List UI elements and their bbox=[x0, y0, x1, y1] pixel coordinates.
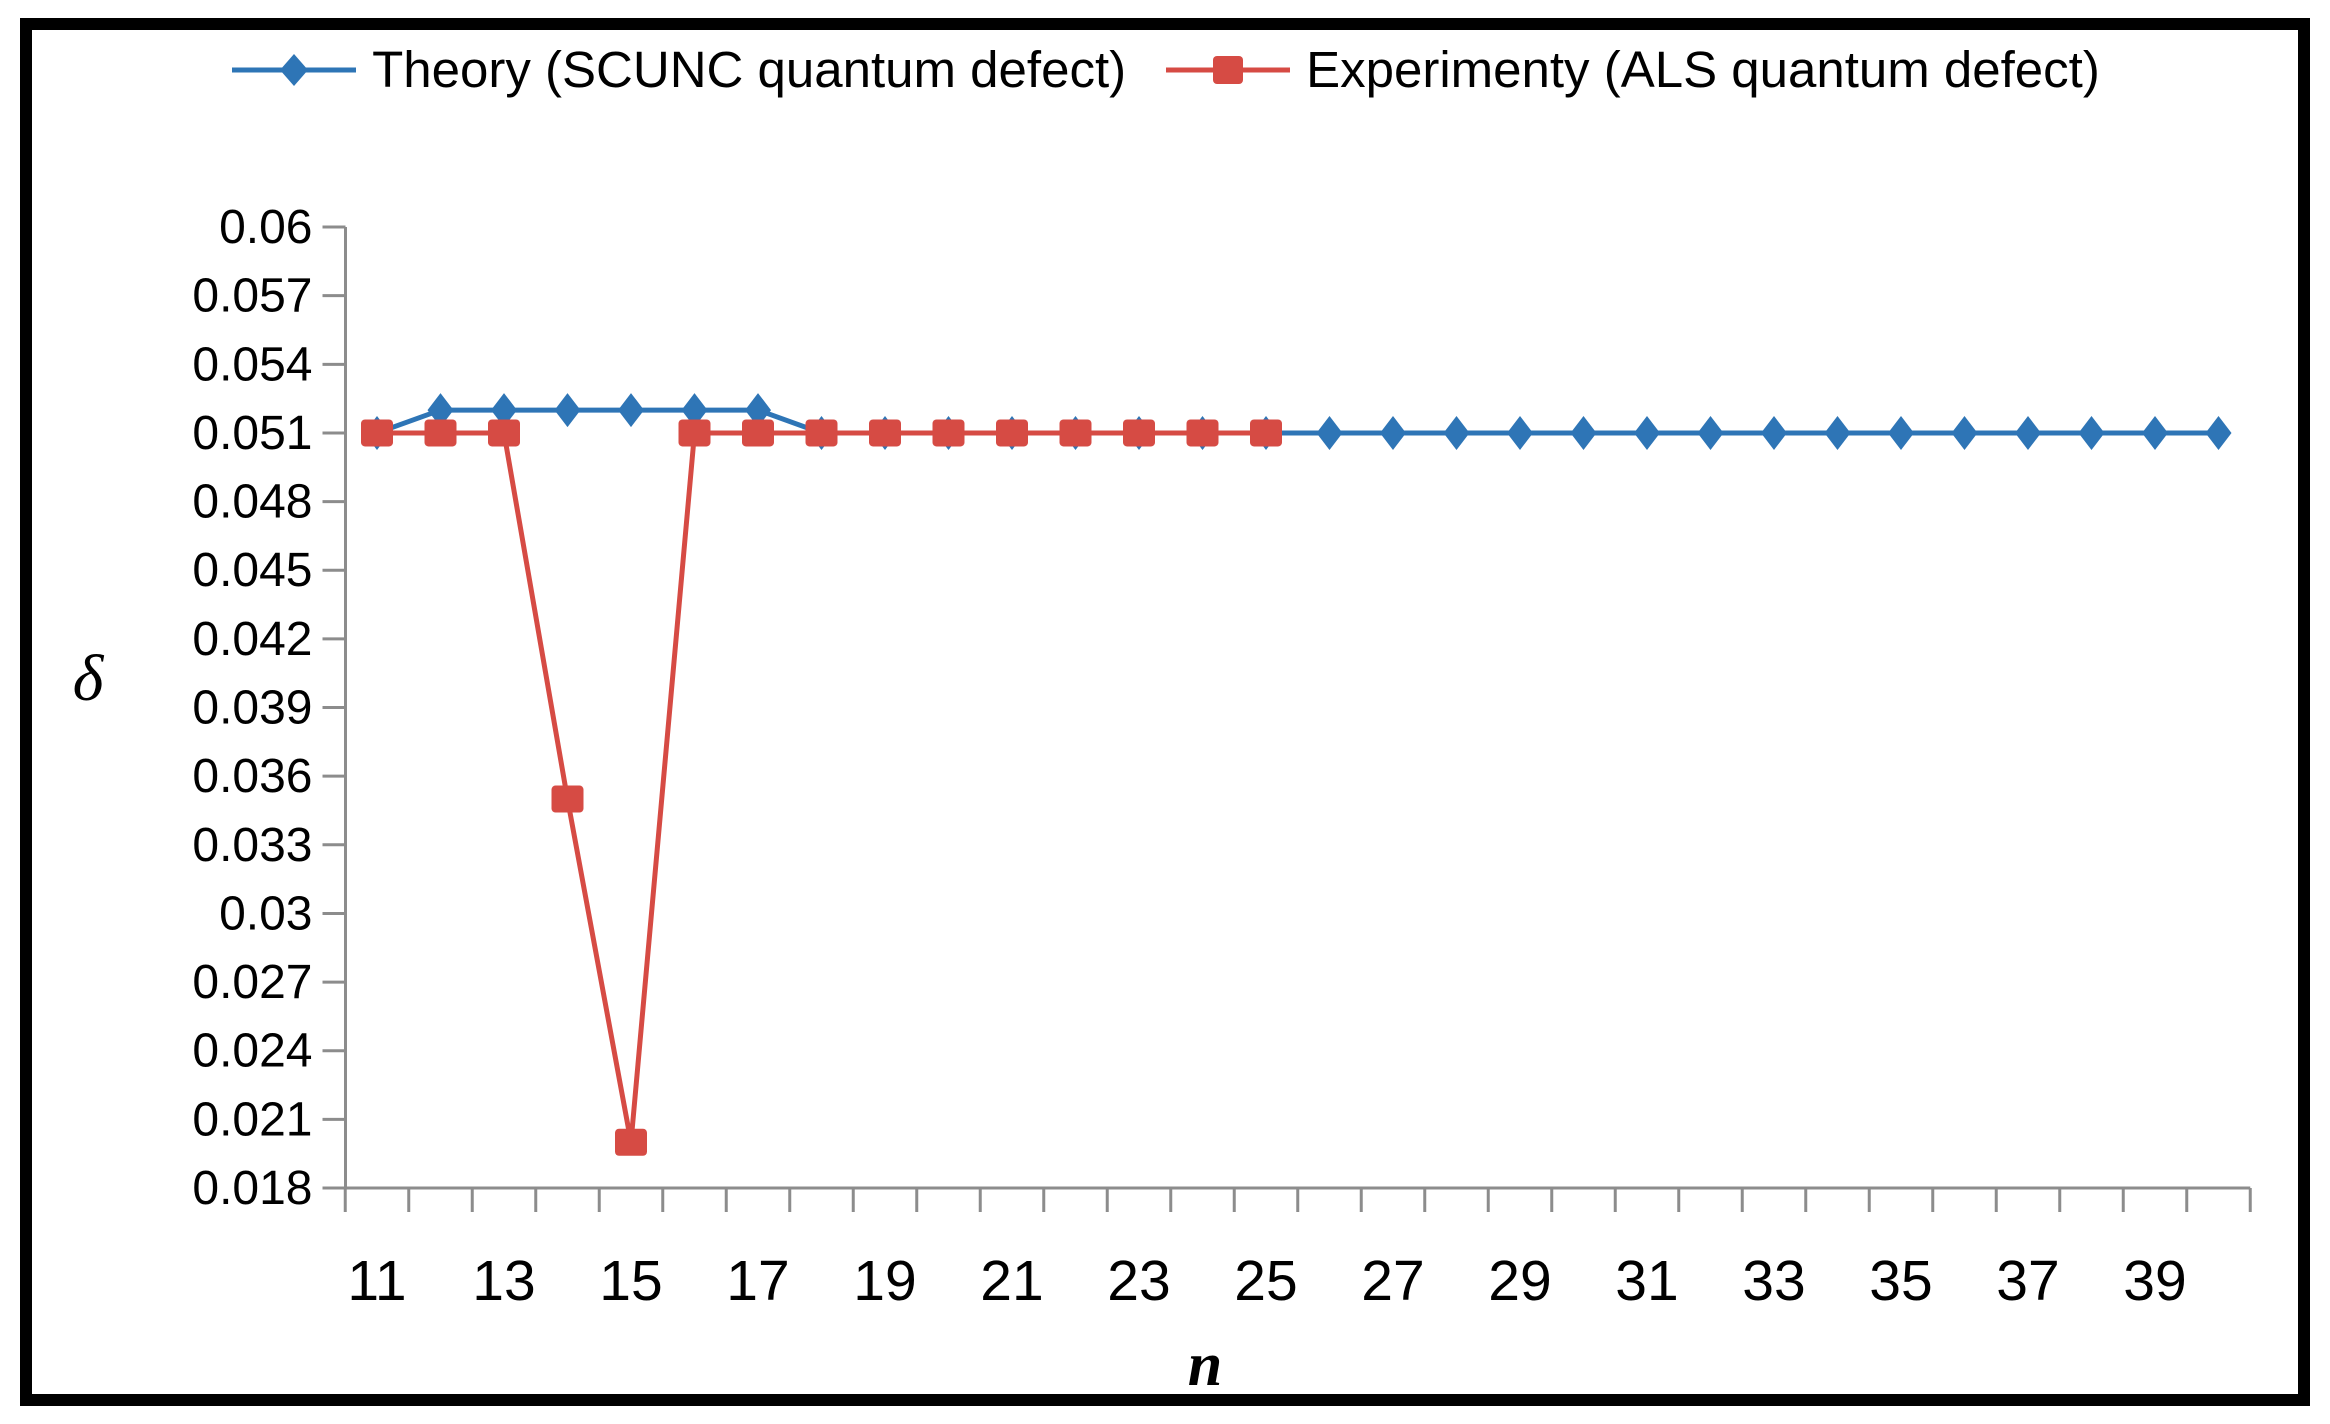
quantum-defect-chart: 0.018 0.021 0.024 0.027 0.03 0.033 0.036 0.039 0… bbox=[0, 0, 2330, 1424]
experiment-data-point-marker bbox=[679, 419, 711, 446]
x-tick-label: 29 bbox=[1488, 1249, 1551, 1313]
y-tick-label: 0.018 bbox=[192, 1162, 312, 1215]
x-tick-label: 15 bbox=[599, 1249, 662, 1313]
experiment-data-point-marker bbox=[361, 419, 393, 446]
theory-data-point-marker bbox=[1317, 416, 1343, 450]
experiment-data-point-marker bbox=[933, 419, 965, 446]
x-tick-label: 37 bbox=[1996, 1249, 2059, 1313]
experiment-data-point-marker bbox=[488, 419, 520, 446]
y-tick-label: 0.03 bbox=[219, 887, 312, 940]
theory-data-point-marker bbox=[2206, 416, 2232, 450]
experiment-data-point-marker bbox=[1123, 419, 1155, 446]
y-tick-label: 0.048 bbox=[192, 476, 312, 529]
x-tick-label: 17 bbox=[726, 1249, 789, 1313]
theory-diamond-marker-icon bbox=[230, 48, 358, 92]
theory-data-point-marker bbox=[2079, 416, 2105, 450]
experiment-data-point-marker bbox=[869, 419, 901, 446]
theory-data-point-marker bbox=[618, 393, 644, 427]
y-tick-label: 0.036 bbox=[192, 750, 312, 803]
y-tick-label: 0.042 bbox=[192, 613, 312, 666]
x-tick-label: 27 bbox=[1361, 1249, 1424, 1313]
y-tick-label: 0.051 bbox=[192, 407, 312, 460]
experiment-data-point-marker bbox=[996, 419, 1028, 446]
x-tick-label: 23 bbox=[1107, 1249, 1170, 1313]
x-tick-label: 39 bbox=[2123, 1249, 2186, 1313]
theory-data-point-marker bbox=[1380, 416, 1406, 450]
x-axis-title: n bbox=[1188, 1331, 1222, 1399]
x-tick-label: 35 bbox=[1869, 1249, 1932, 1313]
x-tick-label: 21 bbox=[980, 1249, 1043, 1313]
legend-label-theory: Theory (SCUNC quantum defect) bbox=[372, 40, 1126, 99]
y-tick-label: 0.045 bbox=[192, 544, 312, 597]
experiment-square-marker-icon bbox=[1164, 48, 1292, 92]
y-tick-label: 0.054 bbox=[192, 338, 312, 391]
experiment-data-point-marker bbox=[806, 419, 838, 446]
x-tick-label: 25 bbox=[1234, 1249, 1297, 1313]
experiment-data-point-marker bbox=[425, 419, 457, 446]
x-tick-label: 11 bbox=[347, 1249, 406, 1313]
experiment-data-point-marker bbox=[615, 1129, 647, 1156]
y-tick-label: 0.06 bbox=[219, 201, 312, 254]
legend-item-theory: Theory (SCUNC quantum defect) bbox=[230, 40, 1126, 99]
x-tick-label: 31 bbox=[1615, 1249, 1678, 1313]
x-tick-label: 33 bbox=[1742, 1249, 1805, 1313]
experiment-data-point-marker bbox=[1250, 419, 1282, 446]
legend-label-experiment: Experimenty (ALS quantum defect) bbox=[1306, 40, 2100, 99]
theory-data-point-marker bbox=[1634, 416, 1660, 450]
theory-data-point-marker bbox=[1825, 416, 1851, 450]
y-axis-title: δ bbox=[73, 642, 105, 715]
y-tick-label: 0.057 bbox=[192, 270, 312, 323]
experiment-series-line bbox=[377, 433, 1266, 1142]
y-tick-label: 0.039 bbox=[192, 682, 312, 735]
experiment-data-point-marker bbox=[742, 419, 774, 446]
experiment-data-point-marker bbox=[552, 786, 584, 813]
chart-legend: Theory (SCUNC quantum defect) Experiment… bbox=[0, 40, 2330, 99]
x-tick-label: 13 bbox=[472, 1249, 535, 1313]
y-tick-label: 0.021 bbox=[192, 1093, 312, 1146]
theory-series-line bbox=[377, 410, 2219, 433]
theory-data-point-marker bbox=[1444, 416, 1470, 450]
theory-data-point-marker bbox=[2015, 416, 2041, 450]
theory-data-point-marker bbox=[1571, 416, 1597, 450]
y-tick-label: 0.024 bbox=[192, 1025, 312, 1078]
y-tick-label: 0.027 bbox=[192, 956, 312, 1009]
theory-data-point-marker bbox=[2142, 416, 2168, 450]
theory-data-point-marker bbox=[1952, 416, 1978, 450]
theory-data-point-marker bbox=[555, 393, 581, 427]
x-tick-label: 19 bbox=[853, 1249, 916, 1313]
y-tick-label: 0.033 bbox=[192, 819, 312, 872]
theory-data-point-marker bbox=[1507, 416, 1533, 450]
theory-data-point-marker bbox=[1761, 416, 1787, 450]
theory-data-point-marker bbox=[1888, 416, 1914, 450]
legend-item-experiment: Experimenty (ALS quantum defect) bbox=[1164, 40, 2100, 99]
theory-data-point-marker bbox=[1698, 416, 1724, 450]
experiment-data-point-marker bbox=[1060, 419, 1092, 446]
experiment-data-point-marker bbox=[1187, 419, 1219, 446]
